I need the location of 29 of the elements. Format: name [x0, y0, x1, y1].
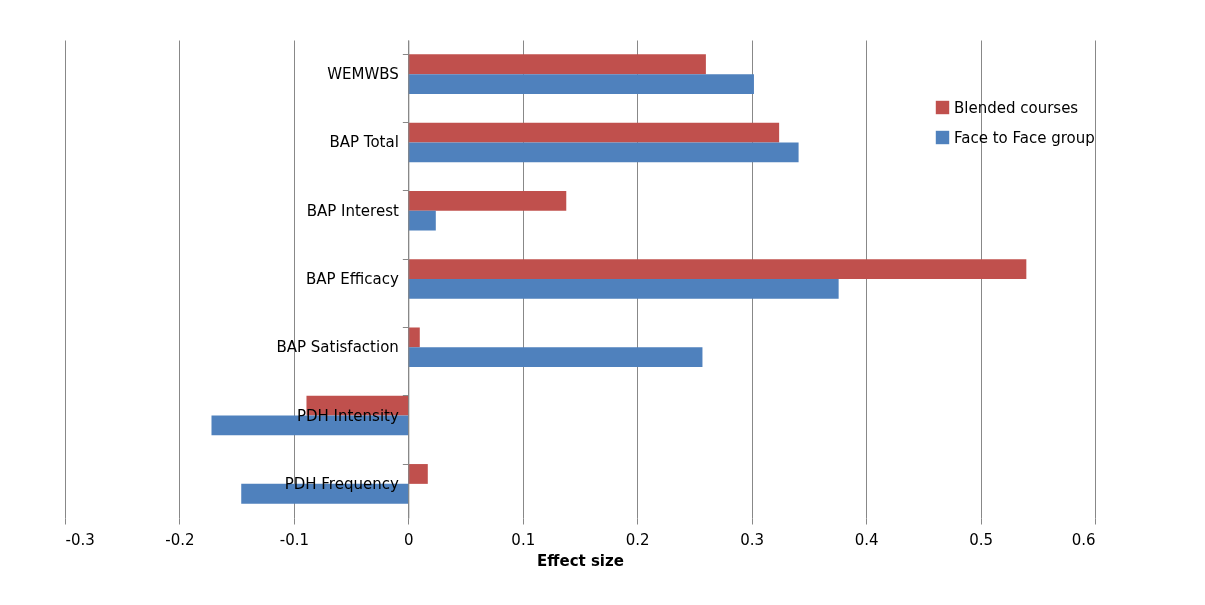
bar — [408, 347, 703, 368]
bar — [408, 327, 420, 348]
bar — [408, 54, 706, 75]
bar — [408, 190, 567, 211]
x-axis-title: Effect size — [537, 551, 624, 570]
x-tick-label: 0 — [404, 530, 414, 549]
x-tick-label: 0.3 — [740, 530, 765, 549]
y-tick-label: BAP Interest — [306, 201, 399, 220]
y-tick-label: WEMWBS — [327, 65, 399, 84]
bar — [408, 74, 754, 94]
x-tick-label: 0.6 — [1071, 530, 1096, 549]
x-tick-label: -0.1 — [279, 530, 310, 549]
bar — [408, 122, 780, 143]
bar — [408, 210, 436, 231]
bar — [408, 464, 428, 484]
bar — [408, 259, 1027, 279]
x-tick-label: 0.1 — [511, 530, 536, 549]
y-tick-label: BAP Efficacy — [305, 270, 399, 288]
y-tick-label: BAP Total — [329, 133, 399, 152]
x-tick-label: 0.4 — [854, 530, 879, 549]
x-tick-label: 0.2 — [625, 530, 650, 549]
legend-label: Blended courses — [954, 98, 1079, 117]
x-tick-label: -0.2 — [165, 530, 195, 549]
x-tick-label: -0.3 — [65, 530, 95, 549]
legend-label: Face to Face group — [954, 128, 1095, 147]
bar — [408, 142, 799, 163]
bar — [408, 279, 839, 299]
x-tick-label: 0.5 — [969, 530, 993, 549]
y-tick-label: BAP Satisfaction — [276, 338, 399, 357]
